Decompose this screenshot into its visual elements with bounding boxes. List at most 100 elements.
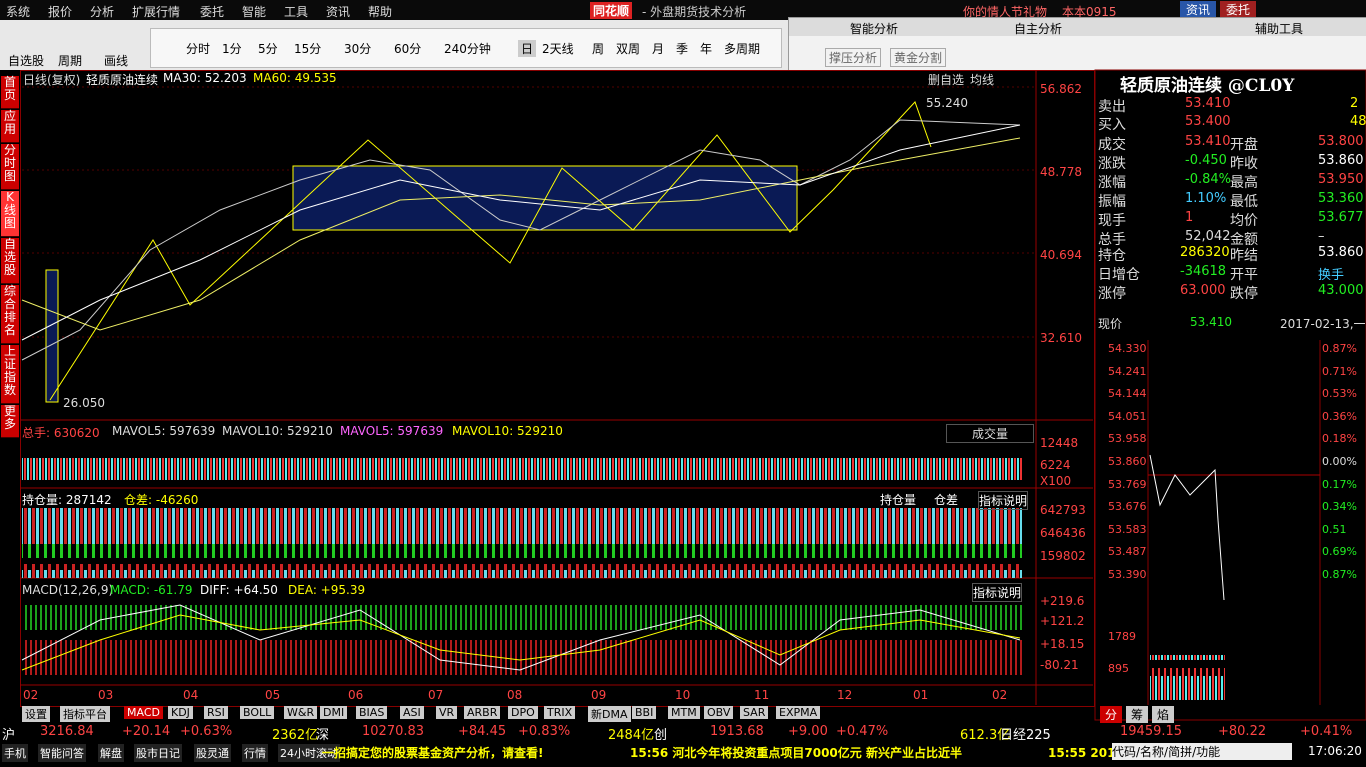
period-button[interactable]: 15分	[294, 42, 322, 56]
side-tab[interactable]: K线图	[1, 191, 19, 237]
side-tab[interactable]: 应用	[1, 110, 19, 143]
menu-item[interactable]: 系统	[6, 5, 31, 19]
quote-volume: 2	[1350, 96, 1359, 111]
period-button[interactable]: 年	[700, 42, 713, 56]
period-button[interactable]: 双周	[616, 42, 641, 56]
mini-axis-pct: 0.18%	[1322, 432, 1357, 446]
indicator-tab[interactable]: TRIX	[544, 706, 576, 719]
mini-tab[interactable]: 筹	[1126, 706, 1149, 723]
menu-item[interactable]: 报价	[48, 5, 73, 19]
mini-tab[interactable]: 焰	[1152, 706, 1175, 723]
quote-label: 涨跌	[1098, 156, 1126, 172]
volume-label: MAVOL5: 597639	[112, 424, 216, 438]
indicator-tab[interactable]: RSI	[204, 706, 228, 719]
promo[interactable]: 你的情人节礼物	[963, 5, 1048, 19]
quote-label: 均价	[1230, 213, 1258, 229]
checkbox[interactable]: 持仓量	[880, 493, 917, 507]
indicator-help[interactable]: 指标说明	[978, 491, 1029, 510]
indicator-tab[interactable]: BIAS	[356, 706, 388, 719]
low-label: 26.050	[63, 396, 105, 410]
side-tab[interactable]: 综合排名	[1, 285, 19, 344]
period-button[interactable]: 30分	[344, 42, 372, 56]
index-quote: +9.00	[788, 724, 828, 739]
indicator-tab[interactable]: MACD	[124, 706, 163, 719]
status-button[interactable]: 股灵通	[194, 744, 231, 762]
menu-item[interactable]: 智能	[242, 5, 267, 19]
toolbar-button[interactable]: 画线	[104, 54, 129, 68]
period-button[interactable]: 60分	[394, 42, 422, 56]
x-axis-label: 08	[507, 688, 523, 702]
menu-item[interactable]: 工具	[284, 5, 309, 19]
period-button[interactable]: 周	[592, 42, 605, 56]
indicator-tab[interactable]: EXPMA	[776, 706, 821, 719]
side-tab[interactable]: 首页	[1, 76, 19, 109]
quote-label: 金额	[1230, 232, 1258, 248]
y-axis-label: -80.21	[1040, 658, 1079, 672]
indicator-tab[interactable]: DMI	[320, 706, 348, 719]
menu-item[interactable]: 资讯	[326, 5, 351, 19]
checkbox[interactable]: 仓差	[934, 493, 959, 507]
side-tab[interactable]: 自选股	[1, 238, 19, 284]
menu-item[interactable]: 委托	[200, 5, 225, 19]
index-quote: +0.47%	[836, 724, 889, 739]
indicator-tab[interactable]: 指标平台	[60, 706, 110, 722]
indicator-tab[interactable]: MTM	[668, 706, 700, 719]
period-button[interactable]: 2天线	[542, 42, 574, 56]
period-button[interactable]: 1分	[222, 42, 242, 56]
toolbar-button[interactable]: 周期	[58, 54, 83, 68]
search-box[interactable]: 代码/名称/简拼/功能	[1112, 743, 1292, 760]
mini-axis-pct: 0.00%	[1322, 455, 1357, 468]
indicator-tab[interactable]: VR	[436, 706, 458, 719]
side-tab[interactable]: 上证指数	[1, 345, 19, 404]
quote-label: 涨幅	[1098, 175, 1126, 191]
indicator-tab[interactable]: ASI	[400, 706, 424, 719]
y-axis-label: 6224	[1040, 458, 1071, 472]
status-button[interactable]: 智能问答	[38, 744, 86, 762]
price-path	[21, 119, 1021, 361]
indicator-tab[interactable]: SAR	[740, 706, 769, 719]
menu-item[interactable]: 扩展行情	[132, 5, 181, 19]
menu-item[interactable]: 分析	[90, 5, 115, 19]
period-button[interactable]: 240分钟	[444, 42, 491, 56]
trade-button[interactable]: 委托	[1220, 1, 1257, 18]
status-button[interactable]: 24小时滚动	[278, 744, 340, 762]
quote-volume: 48	[1350, 114, 1366, 129]
indicator-tab[interactable]: 设置	[22, 706, 50, 722]
status-button[interactable]: 行情	[242, 744, 268, 762]
chart-button[interactable]: 均线	[970, 73, 995, 87]
period-button[interactable]: 分时	[186, 42, 211, 56]
news-button[interactable]: 资讯	[1180, 1, 1217, 18]
mini-axis-pct: 0.69%	[1322, 545, 1357, 559]
indicator-select[interactable]: 成交量	[946, 424, 1034, 443]
period-button[interactable]: 季	[676, 42, 689, 56]
indicator-help[interactable]: 指标说明	[972, 583, 1023, 602]
indicator-tab[interactable]: DPO	[508, 706, 538, 719]
quote-value: 1	[1185, 210, 1194, 225]
status-button[interactable]: 股市日记	[134, 744, 182, 762]
indicator-tab[interactable]: OBV	[704, 706, 734, 719]
mini-axis-pct: 0.87%	[1322, 568, 1357, 581]
indicator-tab[interactable]: 新DMA	[588, 706, 631, 722]
period-button[interactable]: 日	[518, 40, 537, 57]
indicator-tab[interactable]: W&R	[284, 706, 318, 719]
indicator-tab[interactable]: BBI	[632, 706, 657, 719]
user[interactable]: 本本0915	[1062, 5, 1117, 19]
indicator-tab[interactable]: KDJ	[168, 706, 193, 719]
mini-tab[interactable]: 分	[1100, 706, 1123, 723]
period-button[interactable]: 多周期	[724, 42, 761, 56]
indicator-tab[interactable]: ARBR	[464, 706, 501, 719]
quote-label: 开盘	[1230, 137, 1258, 153]
toolbar-button[interactable]: 自选股	[8, 54, 45, 68]
menu-item[interactable]: 帮助	[368, 5, 393, 19]
x-axis-label: 06	[348, 688, 364, 702]
tool-button[interactable]: 撑压分析	[825, 48, 882, 67]
indicator-tab[interactable]: BOLL	[240, 706, 275, 719]
status-button[interactable]: 解盘	[98, 744, 124, 762]
side-tab[interactable]: 分时图	[1, 144, 19, 190]
period-button[interactable]: 5分	[258, 42, 278, 56]
tool-button[interactable]: 黄金分割	[890, 48, 947, 67]
status-button[interactable]: 手机	[2, 744, 28, 762]
period-button[interactable]: 月	[652, 42, 665, 56]
chart-button[interactable]: 删自选	[928, 73, 965, 87]
side-tab[interactable]: 更多	[1, 405, 19, 438]
